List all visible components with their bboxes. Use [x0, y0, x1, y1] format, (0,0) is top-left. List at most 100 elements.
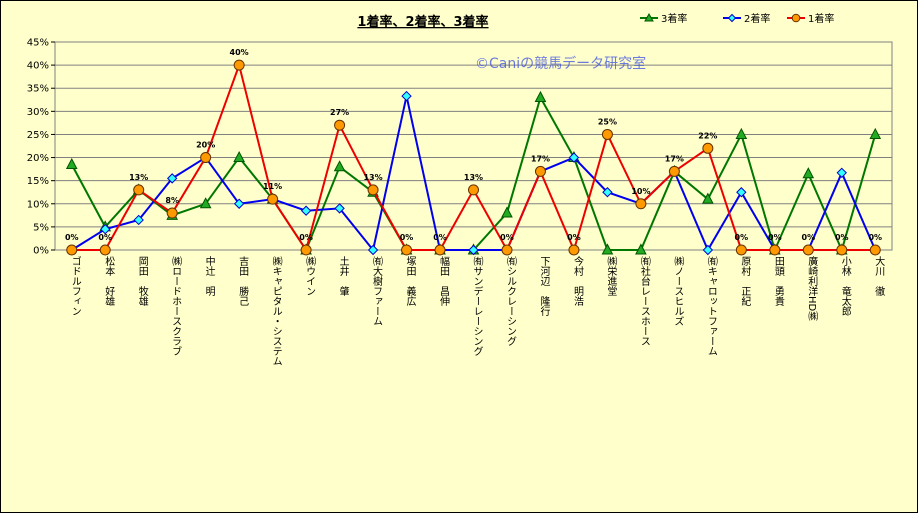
data-point-1st — [200, 152, 212, 164]
y-tick-label: 40% — [27, 61, 49, 72]
x-category-label: ㈲シルクレーシング — [504, 256, 516, 346]
data-point-2nd — [133, 214, 144, 226]
data-point-2nd — [166, 173, 178, 184]
x-category-label: ㈱キャピタル・システム — [270, 256, 282, 366]
data-point-3rd — [199, 197, 212, 209]
x-category-label: 土井 肇 — [337, 255, 349, 297]
data-point-3rd — [635, 243, 647, 255]
chart-title: 1着率、2着率、3着率 — [357, 14, 488, 30]
x-category-label: ㈱ノースヒルズ — [672, 256, 684, 326]
data-label: 0% — [868, 233, 882, 242]
plot-area — [54, 41, 893, 251]
legend-label: 3着率 — [661, 12, 687, 25]
data-label: 0% — [65, 233, 79, 242]
x-category-label: 小林 竜太郎 — [839, 256, 851, 317]
data-label: 25% — [598, 117, 617, 126]
y-tick-label: 35% — [27, 84, 49, 95]
watermark: ©Caniの競馬データ研究室 — [475, 55, 646, 72]
data-label: 13% — [363, 173, 382, 182]
y-tick-label: 10% — [27, 199, 49, 210]
data-point-2nd — [401, 90, 412, 102]
x-category-label: 下河辺 隆行 — [538, 256, 550, 317]
series-group — [65, 59, 882, 256]
data-label: 17% — [531, 154, 550, 163]
data-label: 0% — [500, 233, 514, 242]
data-point-3rd — [702, 192, 714, 204]
y-tick-label: 20% — [27, 153, 49, 164]
data-point-1st — [300, 244, 312, 256]
data-point-1st — [568, 244, 580, 256]
data-point-1st — [334, 119, 346, 131]
data-point-3rd — [869, 127, 882, 139]
data-point-2nd — [836, 167, 847, 179]
data-point-2nd — [602, 187, 613, 198]
data-point-1st — [869, 244, 881, 256]
y-tick-label: 25% — [27, 130, 49, 141]
data-point-1st — [267, 193, 279, 205]
x-category-label: ㈲サンデーレーシング — [471, 256, 483, 356]
data-point-2nd — [468, 244, 479, 256]
data-label: 0% — [802, 233, 816, 242]
data-point-3rd — [501, 206, 513, 218]
legend-marker — [644, 12, 654, 22]
grid-lines — [55, 41, 892, 251]
x-axis: ゴドルフィン 松本 好雄 岡田 牧雄 ㈱ロードホースクラブ 中辻 明 吉田 勝己 ㈱キャピタ… — [69, 255, 885, 366]
data-point-1st — [601, 128, 613, 140]
x-category-label: ㈱ウイン — [304, 256, 316, 296]
data-label: 0% — [299, 233, 313, 242]
data-label: 11% — [263, 182, 282, 191]
data-point-1st — [434, 244, 446, 256]
data-point-1st — [769, 244, 781, 256]
data-point-1st — [534, 165, 546, 177]
data-label: 22% — [698, 131, 717, 140]
x-category-label: 幅田 昌伸 — [438, 255, 450, 307]
x-category-label: 廣崎利洋HD㈱ — [806, 255, 818, 321]
data-point-1st — [468, 184, 479, 196]
data-point-2nd — [736, 187, 747, 198]
data-point-1st — [166, 207, 178, 219]
data-point-1st — [635, 198, 647, 210]
data-label: 13% — [129, 173, 148, 182]
x-category-label: ㈲社台レースホース — [638, 256, 650, 346]
y-tick-label: 0% — [33, 246, 49, 257]
x-category-label: 吉田 勝己 — [237, 256, 249, 306]
data-label: 0% — [433, 233, 447, 242]
y-tick-label: 45% — [27, 38, 49, 49]
data-point-3rd — [735, 127, 748, 139]
legend-label: 1着率 — [808, 12, 834, 25]
x-category-label: 岡田 牧雄 — [136, 256, 148, 307]
data-point-1st — [836, 244, 848, 256]
data-point-1st — [133, 184, 145, 196]
data-point-3rd — [802, 167, 815, 179]
x-category-label: 大川 徹 — [873, 255, 885, 297]
data-point-1st — [66, 244, 78, 256]
x-category-label: ㈱ロードホースクラブ — [170, 256, 182, 356]
x-category-label: 松本 好雄 — [103, 255, 115, 307]
data-labels: 0% 0% 13% 8% 20% 40% 11% 0% 27% 13% 0% 0% 13% 0% 17% 0%… — [65, 48, 882, 242]
data-label: 10% — [631, 187, 650, 196]
data-point-2nd — [100, 223, 111, 235]
x-category-label: ㈲大樹ファーム — [371, 256, 383, 326]
x-category-label: ゴドルフィン — [69, 255, 81, 316]
x-category-label: 田頭 勇貴 — [772, 256, 784, 307]
data-point-2nd — [702, 244, 714, 256]
data-point-1st — [233, 59, 245, 71]
data-point-3rd — [333, 160, 346, 172]
data-point-2nd — [334, 203, 345, 214]
x-category-label: 今村 明浩 — [571, 255, 583, 307]
data-label: 0% — [98, 233, 112, 242]
data-label: 8% — [165, 196, 179, 205]
data-point-3rd — [65, 157, 78, 169]
data-point-2nd — [233, 198, 245, 209]
data-label: 0% — [567, 233, 581, 242]
legend-label: 2着率 — [744, 12, 770, 25]
legend-marker — [727, 13, 737, 23]
x-category-label: 原村 正紀 — [739, 256, 751, 306]
data-label: 20% — [196, 141, 215, 150]
data-point-3rd — [534, 90, 547, 102]
data-point-3rd — [601, 243, 614, 255]
x-category-label: 塚田 義広 — [404, 256, 416, 307]
data-point-1st — [501, 244, 513, 256]
